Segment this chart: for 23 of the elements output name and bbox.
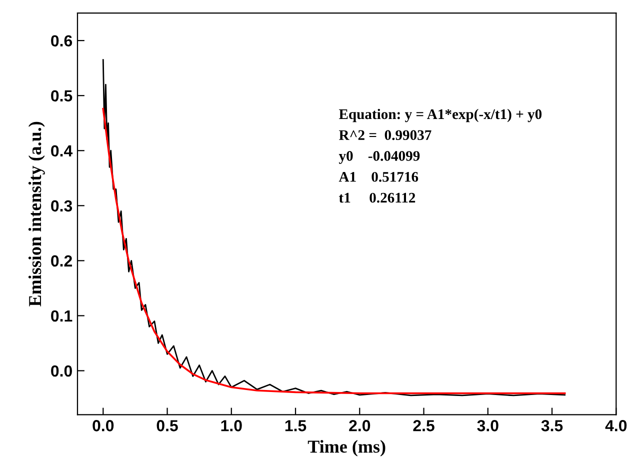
y-tick-label: 0.2 [51, 255, 72, 267]
annotation: y0 -0.04099 [338, 151, 420, 164]
x-tick-label: 0.0 [92, 420, 114, 432]
x-tick-label: 3.5 [541, 420, 563, 432]
x-tick-label: 2.0 [349, 420, 370, 432]
x-tick-label: 1.5 [285, 420, 306, 432]
annotation: A1 0.51716 [338, 172, 418, 182]
annotation: R^2 = 0.99037 [338, 130, 432, 140]
y-tick-label: 0.5 [51, 90, 72, 102]
x-tick-label: 4.0 [605, 420, 627, 432]
x-axis-title: Time (ms) [308, 440, 386, 456]
y-tick-label: 0.1 [51, 310, 72, 322]
x-tick-label: 3.0 [477, 420, 498, 432]
y-tick-label: 0.0 [51, 365, 72, 377]
x-tick-label: 0.5 [156, 420, 178, 432]
x-tick-label: 1.0 [221, 420, 242, 432]
annotation: Equation: y = A1*exp(-x/t1) + y0 [338, 108, 542, 122]
x-tick-label: 2.5 [413, 420, 434, 432]
annotation: t1 0.26112 [338, 192, 416, 203]
y-tick-label: 0.3 [51, 200, 72, 212]
y-axis-title: Emission intensity (a.u.) [28, 122, 45, 306]
y-tick-label: 0.4 [51, 145, 73, 157]
y-tick-label: 0.6 [51, 35, 72, 47]
